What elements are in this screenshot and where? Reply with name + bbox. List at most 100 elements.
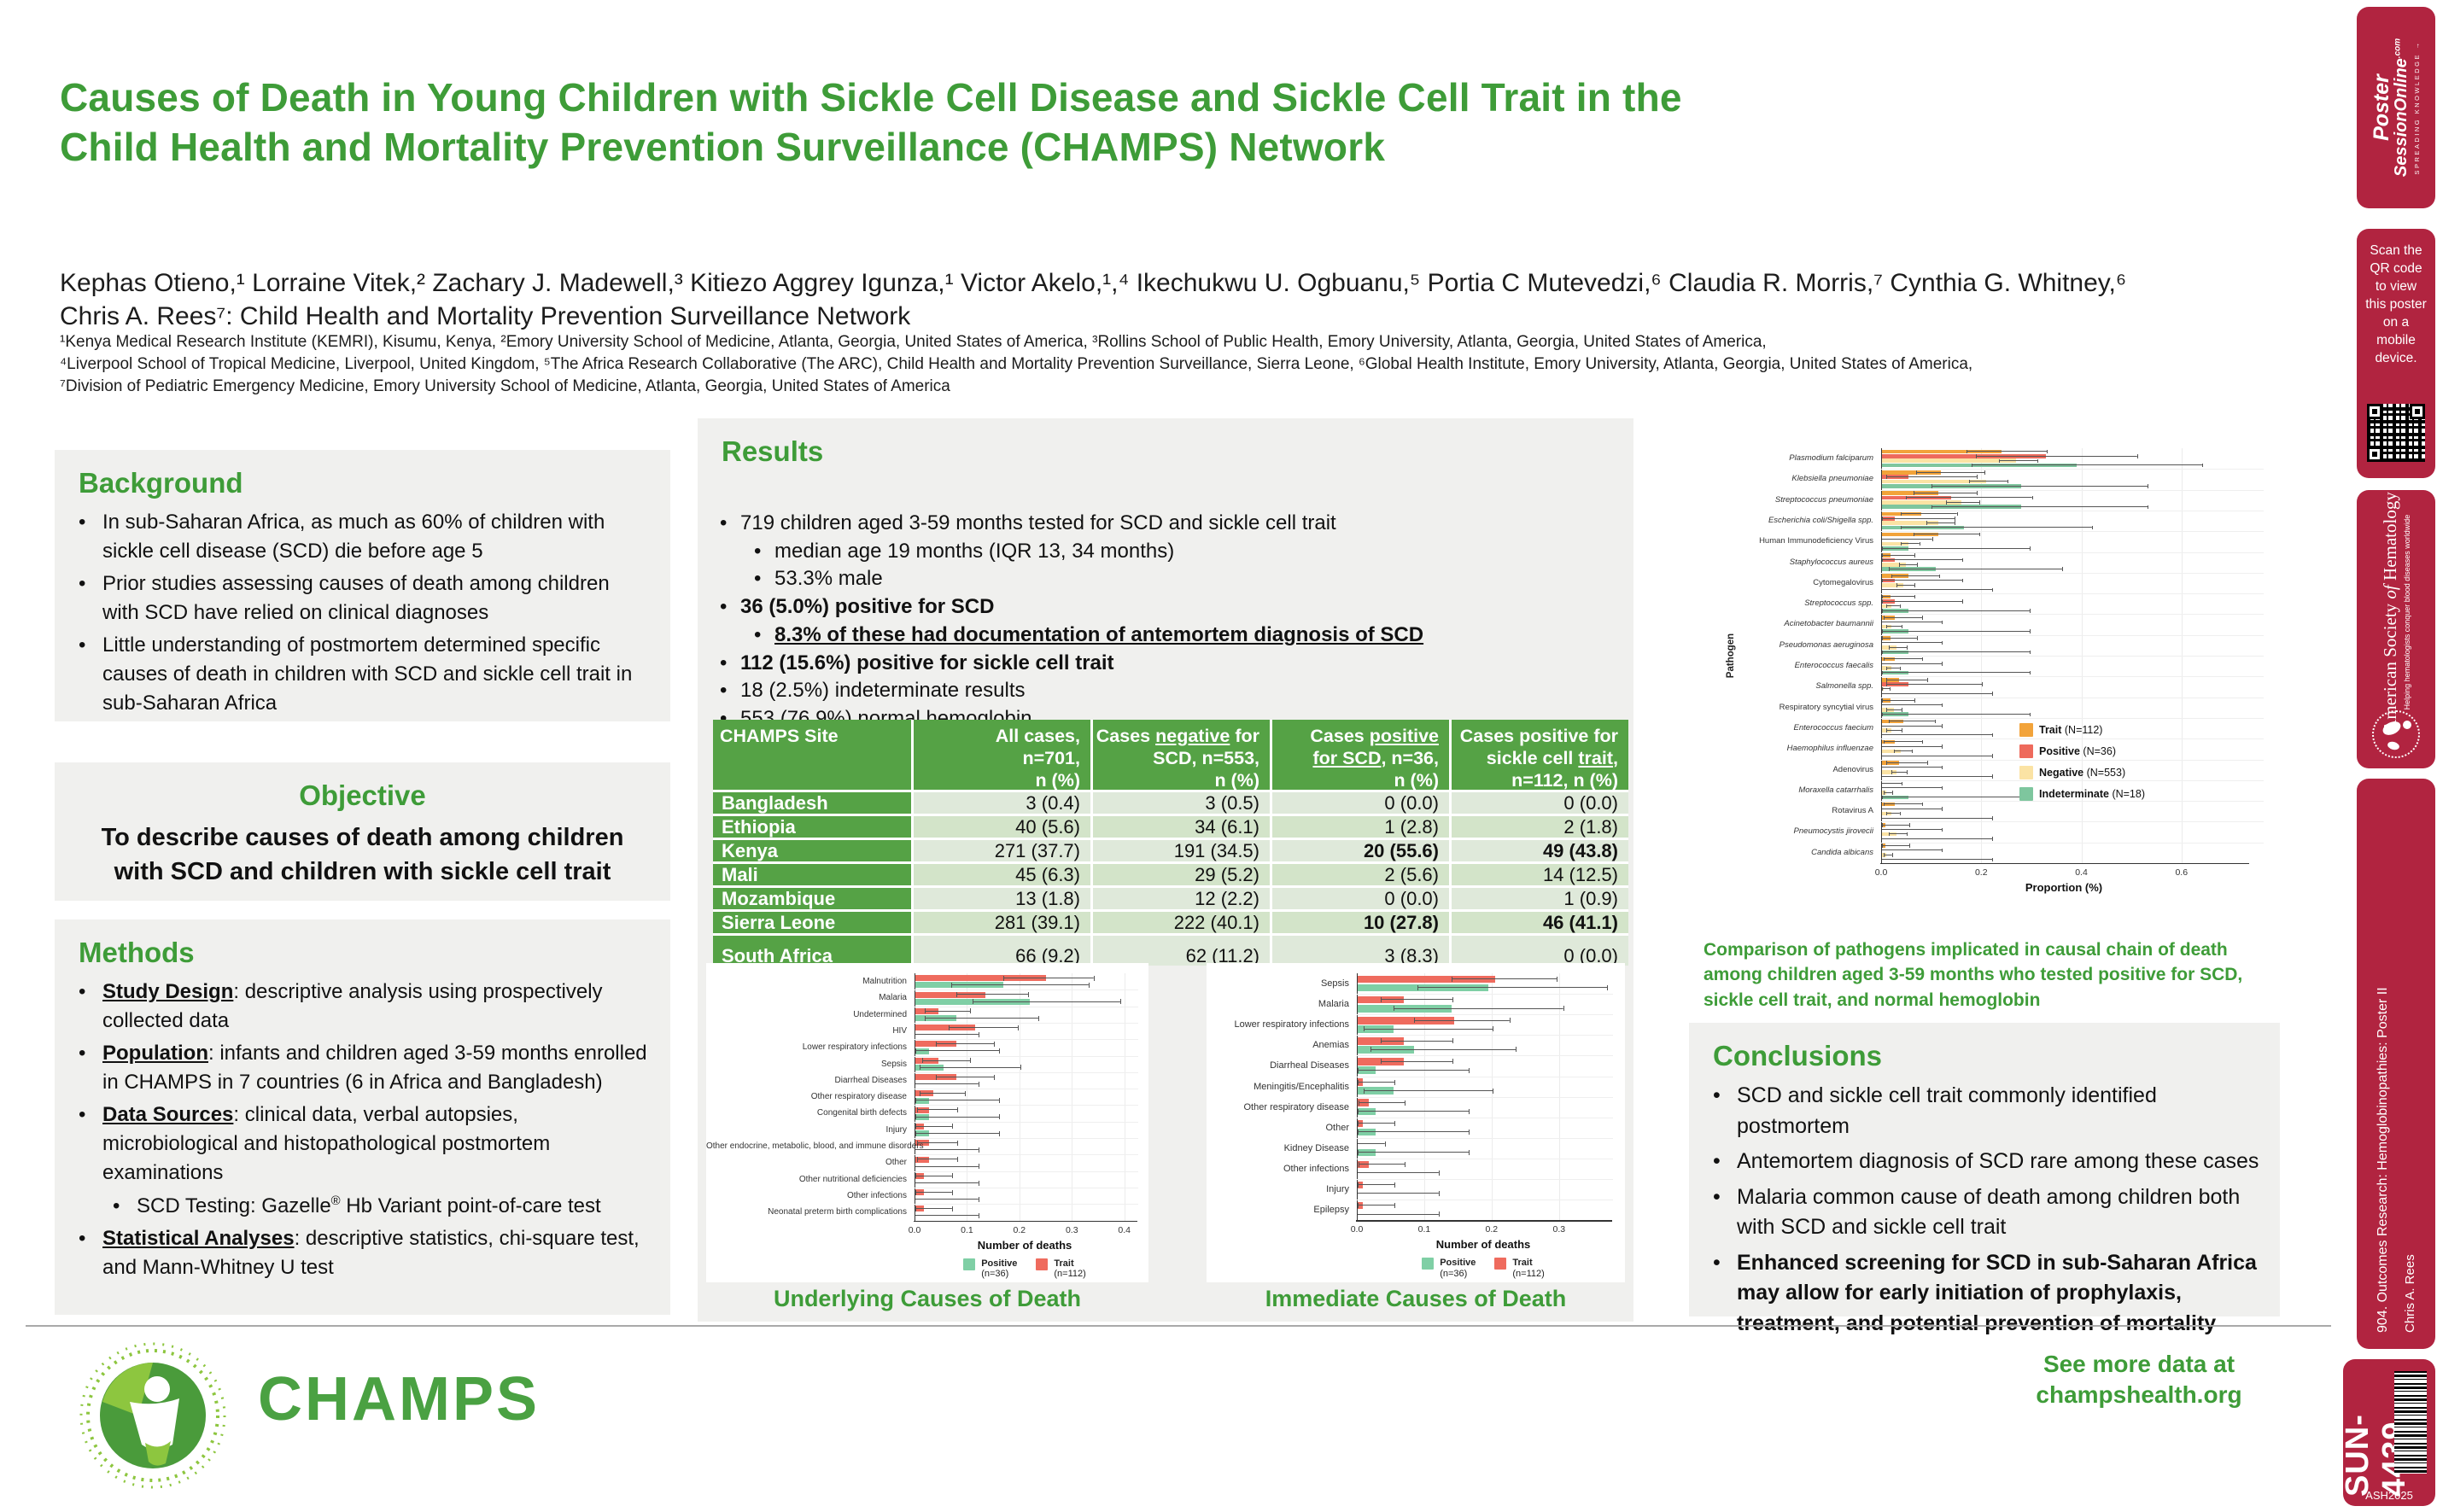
methods-section: Methods • Study Design: descriptive analy… <box>55 919 670 1315</box>
objective-heading: Objective <box>299 779 426 811</box>
error-bar <box>1881 662 1943 666</box>
column-header: Cases positive for sickle cell trait, n=… <box>1449 720 1628 791</box>
x-axis-line <box>1356 1220 1612 1222</box>
error-bar <box>915 1173 953 1179</box>
error-bar <box>1358 1161 1406 1167</box>
list-item: • 8.3% of these had documentation of ante… <box>754 622 1616 649</box>
error-bar <box>925 1008 972 1014</box>
legend-swatch <box>2019 723 2033 737</box>
row-separator <box>915 1022 1138 1024</box>
error-bar <box>1882 553 1916 558</box>
site-cell: Sierra Leone <box>713 909 911 933</box>
immediate-causes-chart: 0.0 0.1 0.2 0.3 Sepsis Malaria Lower respirato… <box>1207 963 1625 1282</box>
session-title: 904. Outcomes Research: Hemoglobinopathi… <box>2375 987 2390 1333</box>
data-cell: 3 (0.4) <box>911 790 1090 814</box>
list-item: • In sub-Saharan Africa, as much as 60% o… <box>79 508 650 566</box>
text-segment: negative <box>1155 726 1230 746</box>
axis-tick-label: 0.4 <box>2075 867 2088 878</box>
category-label: Undetermined <box>853 1009 907 1019</box>
error-bar <box>1357 1079 1396 1085</box>
text-segment: 719 children aged 3-59 months tested for… <box>740 511 1336 534</box>
row-separator <box>915 1138 1138 1139</box>
error-bar <box>1357 1108 1470 1114</box>
table-row: South Africa 66 (9.2) 62 (11.2) 3 (8.3) 0 (0… <box>713 933 1628 966</box>
category-label: Sepsis <box>880 1059 907 1069</box>
row-separator <box>1357 1035 1613 1036</box>
title-line-1: Causes of Death in Young Children with S… <box>60 75 1682 120</box>
axis-tick-label: 0.3 <box>1065 1224 1078 1235</box>
poster-title: Causes of Death in Young Children with S… <box>60 73 2024 172</box>
legend-swatch <box>2019 744 2033 758</box>
error-bar <box>922 1058 972 1064</box>
error-bar <box>1893 749 1914 754</box>
pathogen-comparison-chart: 0.0 0.2 0.4 0.6 Plasmodium falciparum Klebsie… <box>1719 436 2274 926</box>
text-segment: Antemortem diagnosis of SCD rare among t… <box>1737 1149 2259 1173</box>
error-bar <box>1883 657 1923 662</box>
axis-tick-label: 0.0 <box>1350 1224 1364 1235</box>
bullet-text: 53.3% male <box>774 566 883 593</box>
error-bar <box>1881 733 1993 738</box>
list-item: • 53.3% male <box>754 566 1616 593</box>
data-cell: 1 (2.8) <box>1270 814 1449 838</box>
see-more-line-2: champshealth.org <box>2036 1381 2242 1409</box>
bar-negative <box>1881 500 1961 505</box>
error-bar <box>915 1164 979 1170</box>
author-list: Kephas Otieno,¹ Lorraine Vitek,² Zachary… <box>60 266 2323 333</box>
error-bar <box>917 1107 959 1113</box>
text-segment: Little understanding of postmortem deter… <box>102 633 633 715</box>
row-separator <box>1881 801 2264 803</box>
methods-bullets: • Study Design: descriptive analysis usin… <box>79 978 650 1282</box>
table-row: Mali 45 (6.3) 29 (5.2) 2 (5.6) 14 (12.5) <box>713 861 1628 885</box>
error-bar <box>1896 583 1916 587</box>
error-bar <box>1971 463 2204 468</box>
row-separator <box>915 1105 1138 1106</box>
category-label: Diarrheal Diseases <box>1270 1060 1349 1071</box>
results-bullets: • 719 children aged 3-59 months tested fo… <box>720 511 1616 734</box>
row-separator <box>915 1071 1138 1073</box>
axis-tick-label: 0.2 <box>1974 867 1988 878</box>
bullet-text: 719 children aged 3-59 months tested for… <box>740 511 1336 537</box>
see-more-line-1: See more data at <box>2043 1351 2235 1377</box>
site-cell: Mozambique <box>713 885 911 909</box>
bullet-dot: • <box>754 567 762 591</box>
row-separator <box>915 1055 1138 1057</box>
legend-item: Positive (n=36) <box>963 1258 1017 1280</box>
category-label: Human Immunodeficiency Virus <box>1759 536 1873 546</box>
error-bar <box>1883 853 1893 857</box>
category-label: Salmonella spp. <box>1815 681 1873 692</box>
data-cell: 46 (41.1) <box>1449 909 1628 933</box>
text-segment: : descriptive statistics, chi-square tes… <box>102 1226 640 1279</box>
list-item: • Data Sources: clinical data, verbal aut… <box>79 1100 650 1188</box>
bullet-dot: • <box>720 707 728 731</box>
error-bar <box>1394 1006 1564 1012</box>
data-cell: 0 (0.0) <box>1449 790 1628 814</box>
postersessiononline-logo: Poster SessionOnline.com SPREADING KNOWL… <box>2370 16 2421 200</box>
data-cell: 66 (9.2) <box>911 933 1090 966</box>
table-header-row: CHAMPS Site All cases, n=701, n (%) Cases … <box>713 720 1628 791</box>
pathogen-chart-caption: Comparison of pathogens implicated in ca… <box>1704 940 2243 1010</box>
error-bar <box>1901 511 1958 517</box>
legend-item: Trait (N=112) <box>2019 723 2145 737</box>
row-separator <box>1357 994 1613 995</box>
row-separator <box>1881 531 2264 533</box>
list-item: • Antemortem diagnosis of SCD rare among … <box>1713 1147 2259 1177</box>
ash-wordmark: American Society of Hematology Helping h… <box>2380 484 2411 740</box>
axis-tick-label: 0.1 <box>961 1224 973 1235</box>
category-label: Congenital birth defects <box>816 1108 907 1118</box>
error-bar <box>1881 620 1943 624</box>
error-bar <box>1881 712 2031 716</box>
bar-trait <box>1881 491 1939 495</box>
error-bar <box>1881 587 1993 593</box>
error-bar <box>972 999 1121 1005</box>
error-bar <box>1882 636 1919 640</box>
pso-tagline: SPREADING KNOWLEDGE → <box>2413 40 2421 175</box>
legend-name: Positive <box>981 1258 1018 1269</box>
column-header: Cases positive for SCD, n=36, n (%) <box>1270 720 1449 791</box>
chart-legend: Trait (N=112) Positive (N=36) Negative (N=… <box>2019 723 2145 801</box>
text-segment: ® <box>330 1194 341 1208</box>
bullet-text: 18 (2.5%) indeterminate results <box>740 678 1026 704</box>
column-header: Cases negative for SCD, n=553, n (%) <box>1090 720 1270 791</box>
bullet-text: Malaria common cause of death among chil… <box>1737 1182 2259 1243</box>
error-bar <box>915 1180 979 1186</box>
